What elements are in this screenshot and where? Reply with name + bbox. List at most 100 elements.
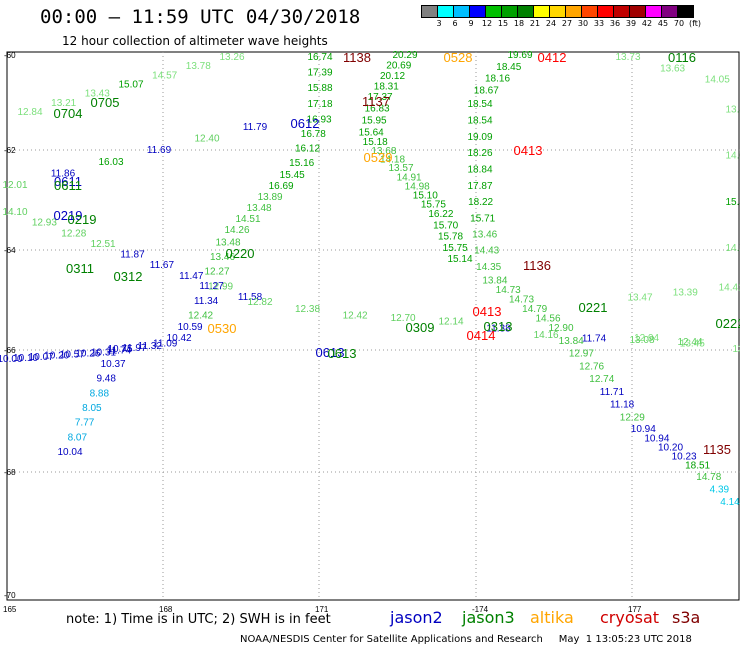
swh-value-label: 12.51 [91, 239, 116, 250]
swh-value-label: 11.97 [122, 343, 147, 354]
swh-value-label: 18.45 [496, 62, 521, 73]
pass-time-label: 1135 [703, 442, 731, 457]
swh-value-label: 10.20 [658, 442, 683, 453]
swh-value-label: 12.90 [548, 323, 573, 334]
swh-value-label: 8.05 [82, 403, 102, 414]
swh-value-label: 15.14 [447, 254, 472, 265]
pass-time-label: 0528 [444, 50, 473, 65]
swh-value-label: 15.70 [433, 220, 458, 231]
swh-value-label: 11.34 [194, 296, 219, 307]
swh-value-label: 10.42 [167, 333, 192, 344]
swh-value-label: 11.38 [486, 323, 511, 334]
swh-value-label: 12.97 [569, 349, 594, 360]
color-legend: 3 6 9 12 15 18 21 24 27 30 33 36 39 42 45 70 (ft) [421, 5, 740, 32]
pass-time-label: 0311 [66, 261, 94, 276]
swh-value-label: 13.78 [186, 61, 211, 72]
swh-value-label: 11.58 [238, 292, 263, 303]
color-tick-label: 45 [657, 19, 669, 28]
swh-value-label: 16.74 [307, 52, 332, 63]
swh-value-label: 20.12 [380, 71, 405, 82]
swh-value-label: 14.18 [380, 155, 405, 166]
swh-value-label: 20.29 [392, 50, 417, 61]
swh-value-label: 12.82 [247, 297, 272, 308]
swh-value-label: 15.07 [118, 80, 143, 91]
swh-value-label: 13.26 [219, 52, 244, 63]
swh-value-label: 12.29 [620, 412, 645, 423]
pass-time-label: 0219 [54, 208, 83, 223]
swh-value-label: 13 [732, 344, 740, 355]
swh-value-label: 18.51 [685, 460, 710, 471]
pass-time-label: 0116 [668, 50, 696, 65]
swh-value-label: 12.70 [391, 313, 416, 324]
swh-value-label: 12.40 [194, 134, 219, 145]
swh-value-label: 10.37 [101, 359, 126, 370]
swh-value-label: 12.44 [677, 337, 702, 348]
map-axis-labels: -60 -62 -64 -66 -68 -70 165 168 171 -174 177 [3, 51, 642, 614]
swh-value-label: 11.18 [610, 400, 635, 411]
swh-value-label: 18.22 [468, 197, 493, 208]
swh-value-label: 14.78 [696, 472, 721, 483]
footer-note: note: 1) Time is in UTC; 2) SWH is in fe… [66, 612, 331, 627]
pass-time-label: 0612 [291, 116, 320, 131]
lon-tick-label: 177 [628, 605, 642, 614]
lat-tick-label: -62 [4, 146, 16, 155]
swh-value-label: 8.88 [90, 389, 110, 400]
swh-value-label: 12.42 [343, 310, 368, 321]
pass-time-label: 0313 [484, 319, 513, 334]
swh-value-label: 16.03 [98, 157, 123, 168]
pass-time-label: 1136 [523, 258, 551, 273]
swh-value-label: 12.93 [32, 218, 57, 229]
legend-cryosat: cryosat [600, 608, 660, 627]
swh-value-label: 20.69 [386, 61, 411, 72]
altimeter-tracks: 13.26 13.78 14.57 15.07 13.43 13.21 12.84 11.79… [0, 50, 740, 508]
swh-value-label: 14.35 [476, 262, 501, 273]
color-tick-label: 27 [561, 19, 573, 28]
swh-value-label: 12.27 [204, 267, 229, 278]
swh-value-label: 14.05 [705, 75, 730, 86]
swh-value-label: 16.93 [307, 114, 332, 125]
swh-value-label: 11.79 [243, 122, 268, 133]
lat-tick-label: -70 [4, 591, 16, 600]
swh-value-label: 15.10 [413, 191, 438, 202]
pass-time-label: 0413 [473, 304, 502, 319]
swh-value-label: 13.47 [627, 293, 652, 304]
swh-value-label: 12.84 [17, 107, 42, 118]
time-labels: 1138 0528 0412 0116 0705 0704 1137 0612 0413 0529… [54, 50, 740, 457]
color-tick-label: 21 [529, 19, 541, 28]
swh-value-label: 10.07 [29, 352, 54, 363]
swh-value-label: 18.84 [467, 165, 492, 176]
swh-value-label: 12.01 [2, 180, 27, 191]
color-tick-label: 18 [513, 19, 525, 28]
swh-value-label: 14.91 [397, 172, 422, 183]
pass-time-label: 1138 [343, 50, 371, 65]
swh-value-label: 13.63 [660, 63, 685, 74]
swh-value-label: 4.39 [710, 485, 730, 496]
color-tick-label: 24 [545, 19, 557, 28]
swh-value-label: 15.45 [280, 170, 305, 181]
swh-value-label: 14.43 [474, 246, 499, 257]
swh-value-label: 18.67 [474, 85, 499, 96]
pass-time-label: 0412 [538, 50, 567, 65]
swh-value-label: 11.67 [150, 260, 175, 271]
swh-value-label: 10.23 [672, 451, 697, 462]
swh-value-label: 13.57 [388, 163, 413, 174]
legend-jason2: jason2 [390, 608, 443, 627]
lon-tick-label: -174 [472, 605, 489, 614]
color-tick-label: 36 [609, 19, 621, 28]
color-tick-label: 9 [468, 19, 474, 28]
swh-value-label: 16.22 [428, 209, 453, 220]
swh-value-label: 13.08 [629, 335, 654, 346]
color-tick-label: 12 [481, 19, 493, 28]
lat-tick-label: -66 [4, 346, 16, 355]
swh-value-label: 11.86 [51, 168, 76, 179]
swh-value-label: 13.46 [472, 230, 497, 241]
swh-value-label: 11.87 [120, 250, 145, 261]
swh-value-label: 14.51 [235, 214, 260, 225]
swh-value-label: 13.48 [247, 203, 272, 214]
swh-value-label: 12.14 [438, 317, 463, 328]
swh-value-label: 17.87 [467, 181, 492, 192]
credit-timestamp: May 1 13:05:23 UTC 2018 [558, 634, 692, 645]
pass-time-label: 0222 [716, 316, 740, 331]
swh-value-label: 14.16 [534, 330, 559, 341]
swh-value-label: 11.74 [107, 346, 132, 357]
